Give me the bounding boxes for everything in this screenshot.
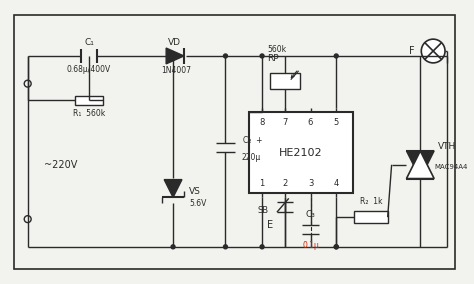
Text: MAC94A4: MAC94A4 [434,164,467,170]
Circle shape [171,245,175,249]
Circle shape [421,39,445,63]
Text: 8: 8 [259,118,265,127]
Text: 4: 4 [334,179,339,188]
Circle shape [334,245,338,249]
Text: 220μ: 220μ [241,153,261,162]
Circle shape [334,245,338,249]
Polygon shape [166,48,184,64]
Circle shape [224,54,228,58]
Polygon shape [407,151,434,179]
Text: C₃: C₃ [306,210,316,219]
Text: C₂  +: C₂ + [243,135,263,145]
Text: 5: 5 [334,118,339,127]
Text: SB: SB [258,206,269,215]
Circle shape [260,54,264,58]
Circle shape [260,245,264,249]
Text: C₁: C₁ [84,37,94,47]
Polygon shape [407,151,434,179]
Circle shape [171,54,175,58]
Text: HE2102: HE2102 [279,148,323,158]
Text: 2: 2 [282,179,287,188]
Text: ~220V: ~220V [44,160,77,170]
Text: R₂  1k: R₂ 1k [360,197,382,206]
Text: 0.68μ/400V: 0.68μ/400V [67,65,111,74]
Circle shape [224,245,228,249]
Text: E: E [267,220,273,230]
Text: RP: RP [267,55,279,63]
Text: VS: VS [189,187,201,196]
Text: 1: 1 [259,179,264,188]
Text: 0.1μ: 0.1μ [302,241,319,250]
Text: 560k: 560k [267,45,286,54]
Text: 3: 3 [308,179,313,188]
Circle shape [24,80,31,87]
Text: 1N4007: 1N4007 [161,66,191,75]
Text: VTH: VTH [438,143,456,151]
Circle shape [334,54,338,58]
Text: 5.6V: 5.6V [189,199,206,208]
Bar [75,95,103,105]
Text: 6: 6 [308,118,313,127]
Text: VD: VD [167,37,181,47]
Bar [270,73,300,89]
Text: R₁  560k: R₁ 560k [73,109,105,118]
Polygon shape [164,179,182,197]
Text: 7: 7 [282,118,288,127]
Bar [249,112,353,193]
Circle shape [24,216,31,223]
Text: F: F [409,46,414,56]
Bar [354,211,388,223]
